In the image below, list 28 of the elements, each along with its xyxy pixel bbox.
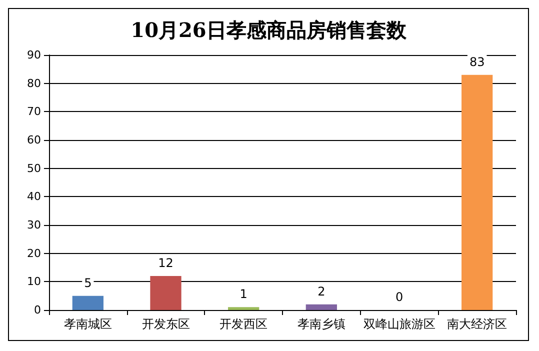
data-label: 12 <box>158 256 174 270</box>
y-tick-label: 40 <box>27 190 41 204</box>
bar <box>228 307 260 310</box>
x-tick-label: 开发西区 <box>220 317 268 331</box>
bar <box>150 276 182 310</box>
y-tick-label: 60 <box>27 134 41 146</box>
x-tick-label: 南大经济区 <box>447 317 508 331</box>
x-tick-label: 双峰山旅游区 <box>363 317 436 331</box>
data-label: 83 <box>469 54 485 69</box>
x-tick-label: 孝南乡镇 <box>297 317 346 331</box>
bar <box>306 304 337 310</box>
y-tick-label: 20 <box>27 246 41 260</box>
x-tick-label: 孝南城区 <box>64 317 112 331</box>
bar <box>72 296 104 310</box>
y-tick-label: 50 <box>27 162 41 175</box>
y-tick-label: 30 <box>27 218 41 232</box>
data-label: 0 <box>395 290 404 304</box>
data-label: 2 <box>318 284 326 298</box>
y-tick-label: 10 <box>27 275 41 288</box>
y-tick-label: 90 <box>27 48 41 62</box>
bar <box>462 74 493 310</box>
y-tick-label: 70 <box>27 105 41 118</box>
data-label: 5 <box>84 276 92 290</box>
data-label: 1 <box>240 287 248 302</box>
chart-title: 10月26日孝感商品房销售套数 <box>130 18 408 42</box>
y-tick-label: 80 <box>27 76 41 90</box>
y-tick-label: 0 <box>34 304 41 316</box>
x-tick-label: 开发东区 <box>142 317 190 331</box>
